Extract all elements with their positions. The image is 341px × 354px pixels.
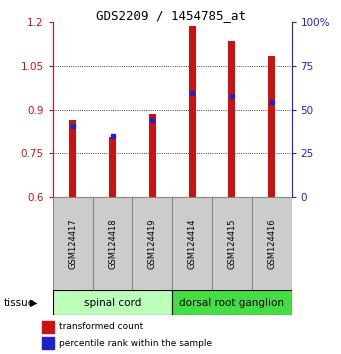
Bar: [69, 120, 76, 197]
Text: spinal cord: spinal cord: [84, 297, 141, 308]
Bar: [42, 321, 54, 333]
Text: percentile rank within the sample: percentile rank within the sample: [59, 339, 212, 348]
Bar: [42, 337, 54, 349]
Bar: [149, 114, 156, 197]
Text: GSM124415: GSM124415: [227, 218, 236, 269]
Bar: [172, 197, 212, 290]
Bar: [172, 290, 292, 315]
Bar: [212, 197, 252, 290]
Text: GSM124417: GSM124417: [68, 218, 77, 269]
Bar: [109, 137, 116, 197]
Text: GSM124418: GSM124418: [108, 218, 117, 269]
Text: dorsal root ganglion: dorsal root ganglion: [179, 297, 284, 308]
Text: GSM124416: GSM124416: [267, 218, 276, 269]
Text: ▶: ▶: [30, 297, 37, 308]
Text: GDS2209 / 1454785_at: GDS2209 / 1454785_at: [95, 9, 246, 22]
Text: tissue: tissue: [3, 297, 34, 308]
Bar: [268, 56, 275, 197]
Bar: [189, 27, 196, 197]
Bar: [53, 290, 172, 315]
Bar: [93, 197, 132, 290]
Text: transformed count: transformed count: [59, 322, 144, 331]
Bar: [252, 197, 292, 290]
Text: GSM124419: GSM124419: [148, 218, 157, 269]
Text: GSM124414: GSM124414: [188, 218, 197, 269]
Bar: [228, 41, 235, 197]
Bar: [132, 197, 172, 290]
Bar: [53, 197, 93, 290]
